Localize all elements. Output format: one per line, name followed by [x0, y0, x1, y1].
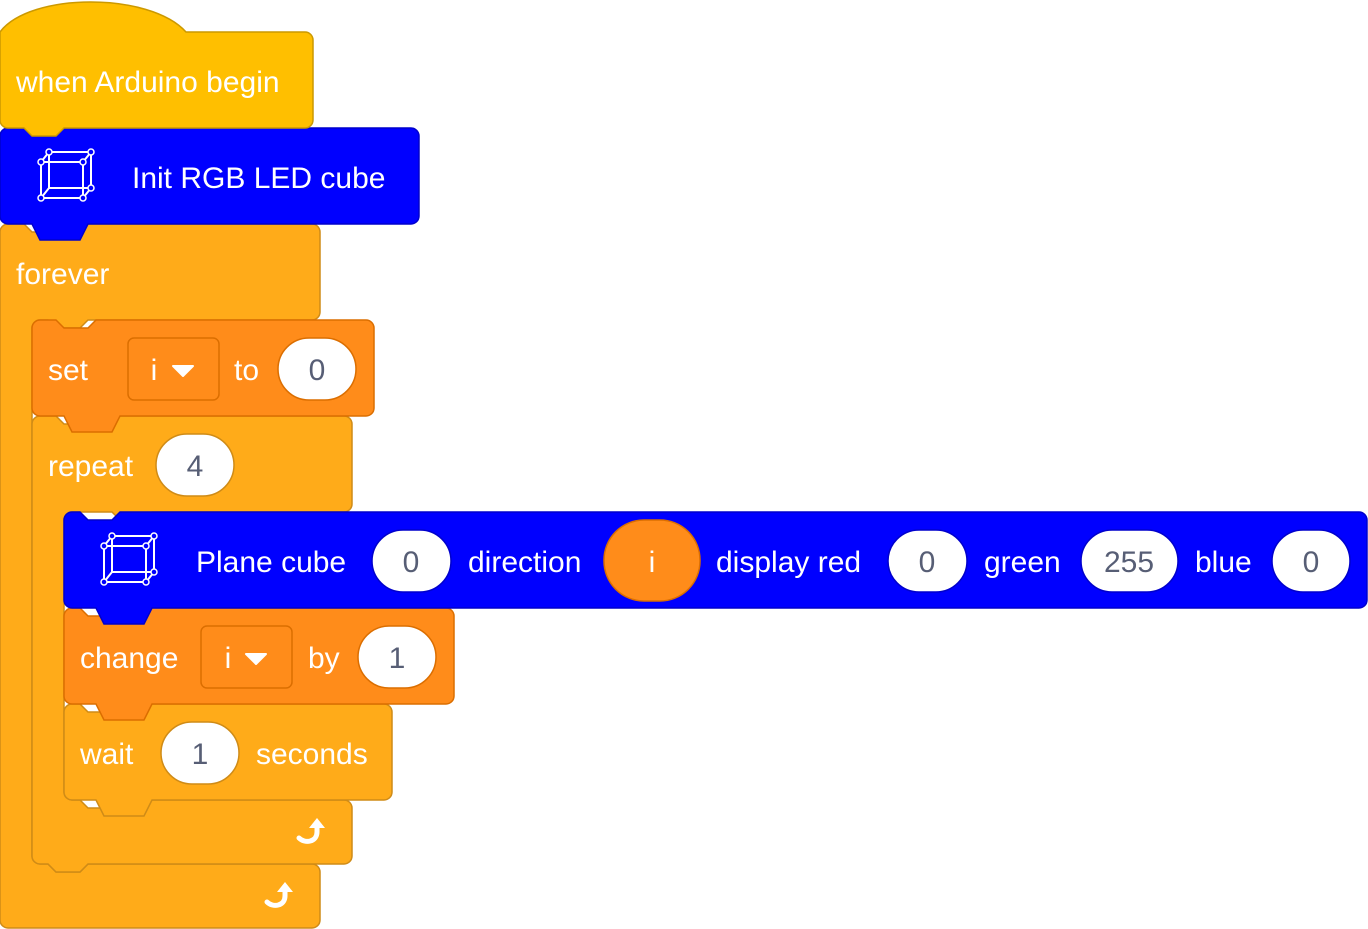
loop-arrow-icon [296, 818, 325, 844]
plane-number-input[interactable]: 0 [371, 529, 452, 593]
svg-text:4: 4 [187, 450, 204, 483]
init-cube-label: Init RGB LED cube [132, 162, 385, 195]
repeat-label: repeat [48, 450, 134, 483]
repeat-block[interactable]: repeat 4 [31, 415, 353, 873]
chevron-down-icon [245, 653, 267, 665]
chevron-down-icon [172, 365, 194, 377]
display-red-label: display red [716, 546, 861, 579]
svg-text:0: 0 [309, 354, 326, 387]
change-label: change [80, 642, 178, 675]
set-variable-block[interactable]: set i to 0 [31, 319, 375, 433]
by-label: by [308, 642, 340, 675]
led-cube-icon [100, 532, 158, 586]
plane-cube-block[interactable]: Plane cube 0 direction i display red 0 g… [63, 511, 1368, 625]
repeat-count-input[interactable]: 4 [155, 433, 235, 497]
change-variable-block[interactable]: change i by 1 [63, 607, 455, 721]
when-arduino-begin-hat[interactable]: when Arduino begin [0, 1, 314, 137]
direction-label: direction [468, 546, 581, 579]
svg-text:i: i [151, 354, 158, 387]
set-label: set [48, 354, 89, 387]
svg-text:1: 1 [389, 642, 406, 675]
loop-arrow-icon [264, 882, 293, 908]
svg-text:0: 0 [403, 546, 420, 579]
wait-block[interactable]: wait 1 seconds [63, 703, 393, 817]
svg-text:255: 255 [1104, 546, 1154, 579]
set-value-input[interactable]: 0 [277, 337, 357, 401]
change-amount-input[interactable]: 1 [357, 625, 437, 689]
blue-label: blue [1195, 546, 1252, 579]
forever-label: forever [16, 258, 109, 291]
to-label: to [234, 354, 259, 387]
svg-text:i: i [225, 642, 232, 675]
led-cube-icon [37, 148, 95, 202]
variable-dropdown[interactable]: i [200, 625, 293, 689]
svg-text:0: 0 [919, 546, 936, 579]
svg-text:0: 0 [1303, 546, 1320, 579]
plane-cube-label: Plane cube [196, 546, 346, 579]
green-label: green [984, 546, 1061, 579]
green-value-input[interactable]: 255 [1080, 529, 1179, 593]
init-cube-block[interactable]: Init RGB LED cube [0, 127, 420, 241]
svg-text:i: i [649, 546, 656, 579]
seconds-label: seconds [256, 738, 368, 771]
red-value-input[interactable]: 0 [887, 529, 968, 593]
blue-value-input[interactable]: 0 [1271, 529, 1351, 593]
svg-text:1: 1 [192, 738, 209, 771]
direction-variable-reporter[interactable]: i [603, 519, 701, 602]
hat-label: when Arduino begin [15, 66, 280, 99]
wait-seconds-input[interactable]: 1 [160, 721, 240, 785]
wait-label: wait [79, 738, 134, 771]
variable-dropdown[interactable]: i [127, 337, 220, 401]
